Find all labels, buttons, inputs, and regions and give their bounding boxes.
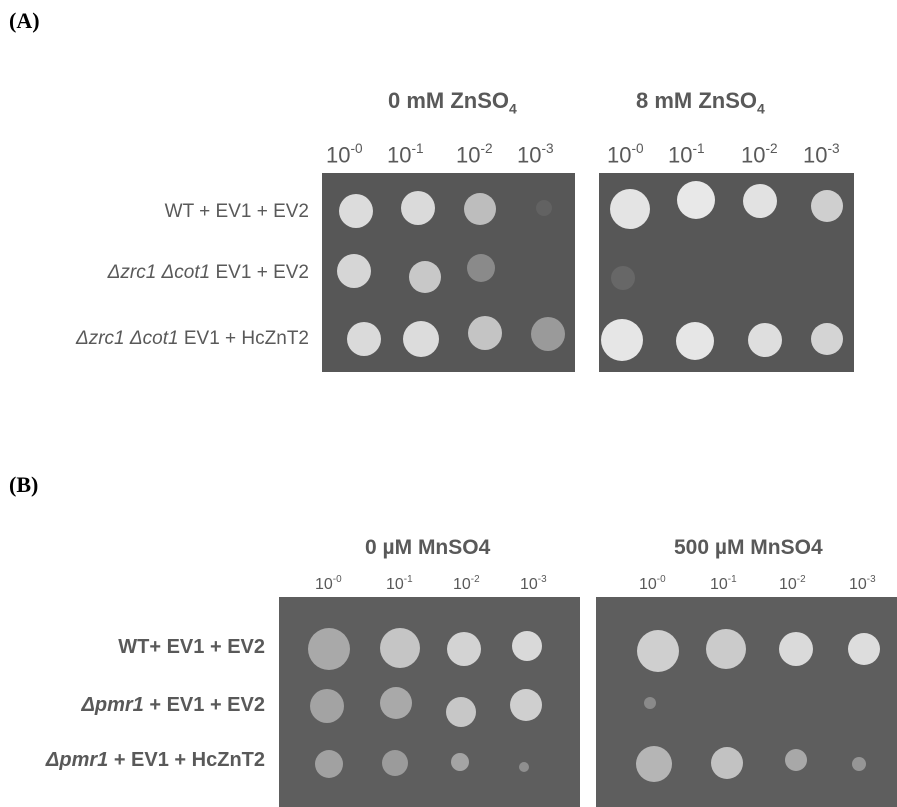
colony-spot [677,181,715,219]
panel-a-c0-dilution-0: 10-0 [326,141,363,168]
colony-spot [611,266,635,290]
colony-spot [380,687,412,719]
colony-spot [339,194,373,228]
colony-spot [447,632,481,666]
panel-b-plate-mn-0-spots [308,628,542,778]
colony-spot [601,319,643,361]
panel-a-condition-1-title: 8 mM ZnSO4 [636,88,765,116]
panel-a-condition-1-title-subscript: 4 [757,100,765,117]
panel-a-c0-dilution-1: 10-1 [387,141,424,168]
colony-spot [610,189,650,229]
panel-a-plate-zinc-8-spots [601,181,843,361]
panel-a-c1-dilution-2: 10-2 [741,141,778,168]
panel-a-c1-dilution-0: 10-0 [607,141,644,168]
colony-spot [308,628,350,670]
colony-spot [464,193,496,225]
panel-a-plate-zinc-0-spots [337,191,565,357]
colony-spot [748,323,782,357]
colony-spot [636,746,672,782]
colony-spot [403,321,439,357]
panel-b-c1-dilution-0: 10-0 [639,574,666,593]
colony-spot [531,317,565,351]
panel-a-condition-0-title-subscript: 4 [509,100,517,117]
panel-b-plate-mn-500-spots [636,629,880,782]
colony-spot [512,631,542,661]
panel-a-label: (A) [9,8,40,33]
panel-a-c1-dilution-1: 10-1 [668,141,705,168]
colony-spot [337,254,371,288]
panel-b-c0-dilution-0: 10-0 [315,574,342,593]
colony-spot [779,632,813,666]
panel-b-plate-mn-0 [279,597,580,807]
colony-spot [468,316,502,350]
colony-spot [852,757,866,771]
panel-a-condition-0-title-text: 0 mM ZnSO [388,88,510,113]
panel-a-condition-1-title-text: 8 mM ZnSO [636,88,758,113]
panel-b-c0-dilution-3: 10-3 [520,574,547,593]
colony-spot [310,689,344,723]
colony-spot [347,322,381,356]
panel-a-plate-zinc-8 [599,173,854,372]
panel-b-strain-1: Δpmr1 + EV1 + EV2 [81,694,265,716]
panel-a-strain-0: WT + EV1 + EV2 [164,201,309,222]
colony-spot [382,750,408,776]
panel-b-c0-dilution-1: 10-1 [386,574,413,593]
colony-spot [451,753,469,771]
panel-a-c0-dilution-3: 10-3 [517,141,554,168]
colony-spot [409,261,441,293]
panel-a-condition-0-title: 0 mM ZnSO4 [388,88,517,116]
panel-b-c0-dilution-2: 10-2 [453,574,480,593]
colony-spot [446,697,476,727]
colony-spot [637,630,679,672]
colony-spot [676,322,714,360]
panel-b-condition-1-title: 500 µM MnSO4 [674,536,823,559]
colony-spot [711,747,743,779]
panel-b-c1-dilution-1: 10-1 [710,574,737,593]
panel-b-strain-0: WT+ EV1 + EV2 [118,636,265,658]
panel-b-plate-mn-500 [596,597,897,807]
panel-a-strain-1: Δzrc1 Δcot1 EV1 + EV2 [107,262,309,283]
colony-spot [706,629,746,669]
colony-spot [519,762,529,772]
colony-spot [848,633,880,665]
panel-b-label: (B) [9,472,39,497]
panel-a-plate-zinc-0 [322,173,575,372]
colony-spot [467,254,495,282]
colony-spot [315,750,343,778]
colony-spot [811,190,843,222]
colony-spot [785,749,807,771]
panel-b-c1-dilution-2: 10-2 [779,574,806,593]
panel-b-strain-2: Δpmr1 + EV1 + HcZnT2 [45,749,265,771]
colony-spot [644,697,656,709]
colony-spot [401,191,435,225]
colony-spot [510,689,542,721]
colony-spot [536,200,552,216]
panel-b-c1-dilution-3: 10-3 [849,574,876,593]
panel-a-strain-2: Δzrc1 Δcot1 EV1 + HcZnT2 [75,328,309,349]
colony-spot [380,628,420,668]
colony-spot [743,184,777,218]
panel-a-c1-dilution-3: 10-3 [803,141,840,168]
panel-a-c0-dilution-2: 10-2 [456,141,493,168]
panel-b-condition-0-title: 0 µM MnSO4 [365,536,491,559]
colony-spot [811,323,843,355]
